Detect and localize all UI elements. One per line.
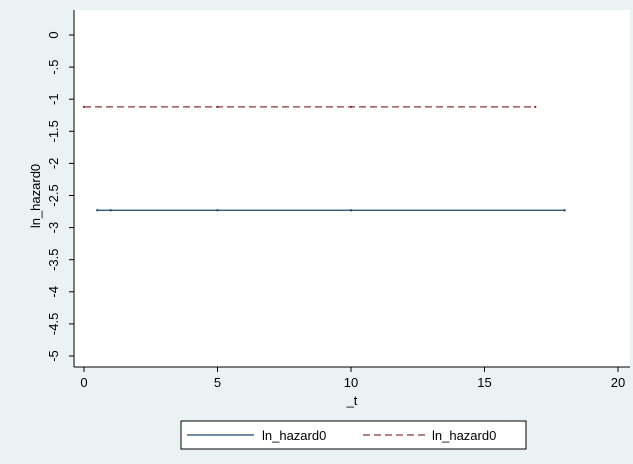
- legend-label-dashed: ln_hazard0: [432, 428, 496, 443]
- series-point: [349, 209, 353, 212]
- x-axis-ticks: 0 5 10 15 20: [80, 367, 625, 390]
- series-layer: [82, 105, 566, 212]
- x-tick-label: 10: [344, 375, 358, 390]
- x-tick-label: 15: [477, 375, 491, 390]
- y-tick-label: -5: [46, 350, 61, 362]
- y-tick-label: -1.5: [46, 120, 61, 142]
- y-axis-ticks: 0 -.5 -1 -1.5 -2 -2.5 -3 -3.5 -4 -4.5 -5: [46, 31, 74, 362]
- series-point: [82, 105, 86, 109]
- y-tick-label: -4.5: [46, 313, 61, 335]
- series-point: [216, 105, 219, 109]
- x-axis-title: _t: [346, 393, 358, 408]
- y-tick-label: -3: [46, 222, 61, 234]
- y-tick-label: -2: [46, 158, 61, 170]
- series-point: [109, 209, 112, 212]
- legend-label-solid: ln_hazard0: [262, 428, 326, 443]
- y-tick-label: -4: [46, 286, 61, 298]
- x-tick-label: 0: [80, 375, 87, 390]
- x-tick-label: 5: [214, 375, 221, 390]
- y-tick-label: 0: [46, 31, 61, 38]
- plot-area: [74, 10, 630, 367]
- series-point: [563, 209, 566, 212]
- series-point: [216, 209, 219, 212]
- series-point: [96, 209, 99, 212]
- y-tick-label: -2.5: [46, 184, 61, 206]
- y-tick-label: -1: [46, 93, 61, 105]
- series-point: [534, 105, 537, 109]
- y-tick-label: -3.5: [46, 248, 61, 270]
- y-axis-title: ln_hazard0: [28, 164, 43, 228]
- x-tick-label: 20: [611, 375, 625, 390]
- y-tick-label: -.5: [46, 60, 61, 75]
- series-point: [349, 105, 353, 109]
- legend: ln_hazard0 ln_hazard0: [180, 420, 527, 450]
